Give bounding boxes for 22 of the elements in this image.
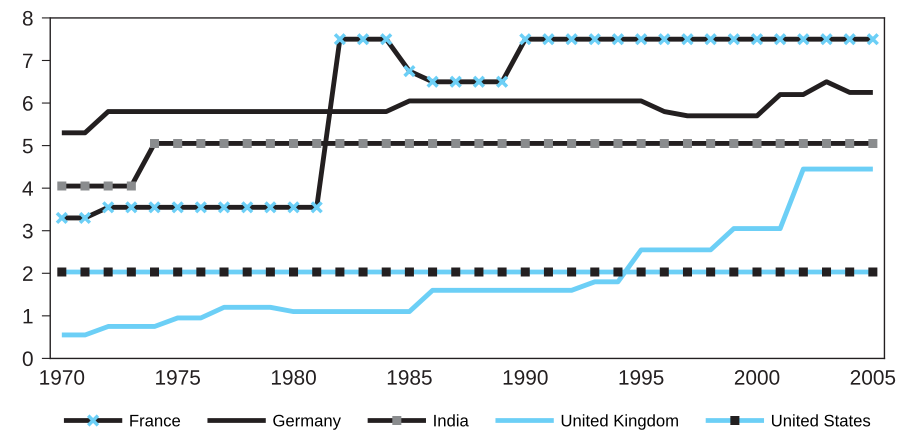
x-tick-label: 1970 (40, 370, 84, 385)
legend-label: United States (772, 414, 870, 426)
y-tick-label: 6 (23, 96, 33, 111)
x-tick-label: 1990 (504, 370, 548, 385)
legend-label: Germany (273, 414, 341, 430)
y-tick-label: 4 (22, 181, 33, 196)
y-tick-label: 0 (22, 351, 33, 366)
x-tick-label: 1975 (156, 370, 200, 385)
y-tick-label: 5 (22, 138, 33, 154)
legend-label: France (130, 414, 180, 426)
x-tick-label: 1995 (620, 370, 664, 385)
x-tick-label: 1985 (388, 370, 432, 385)
x-tick-label: 1980 (272, 370, 316, 385)
y-tick-label: 7 (23, 54, 33, 68)
x-tick-label: 2000 (734, 370, 780, 385)
legend-label: United Kingdom (562, 414, 678, 430)
y-tick-label: 2 (23, 266, 33, 281)
legend-label: India (434, 414, 469, 426)
x-tick-label: 2005 (850, 370, 896, 385)
y-tick-label: 3 (22, 224, 33, 238)
y-tick-label: 8 (22, 10, 33, 26)
y-tick-label: 1 (24, 309, 33, 324)
